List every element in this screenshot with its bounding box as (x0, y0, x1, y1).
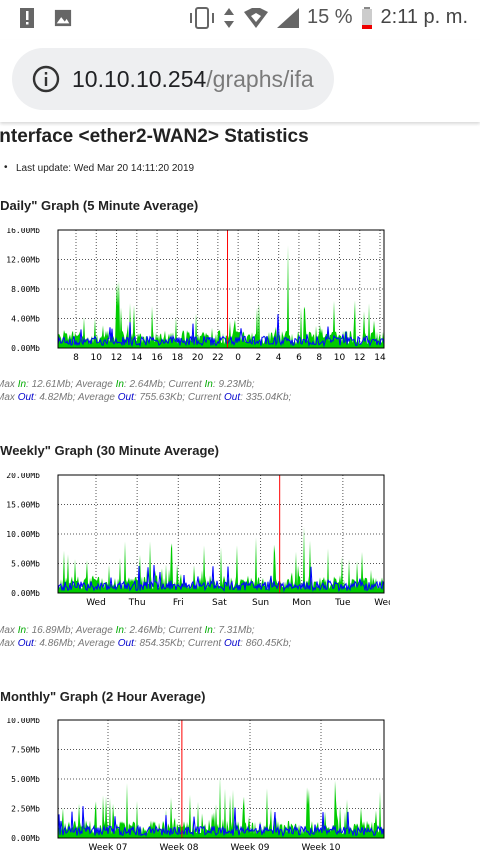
daily-stats-out: Max Out: 4.82Mb; Average Out: 755.63Kb; … (0, 392, 292, 403)
x-tick-label: Week 08 (160, 843, 199, 853)
last-update: Last update: Wed Mar 20 14:11:20 2019 (4, 162, 194, 174)
x-tick-label: Wed (374, 598, 390, 608)
x-tick-label: 22 (212, 353, 223, 363)
y-tick-label: 4.00Mb (11, 315, 40, 324)
y-tick-label: 7.50Mb (11, 746, 40, 755)
x-tick-label: Week 07 (89, 843, 128, 853)
x-tick-label: Thu (128, 598, 146, 608)
battery-icon (361, 6, 372, 29)
x-tick-label: 8 (73, 353, 79, 363)
x-tick-label: Week 10 (302, 843, 341, 853)
x-tick-label: 18 (172, 353, 184, 363)
weekly-stats-out: Max Out: 4.86Mb; Average Out: 854.35Kb; … (0, 638, 292, 649)
x-tick-label: 14 (131, 353, 143, 363)
battery-percent: 15 % (306, 6, 353, 28)
x-tick-label: 2 (256, 353, 262, 363)
url-text[interactable]: 10.10.10.254/graphs/ifa (72, 66, 314, 93)
x-tick-label: Week 09 (231, 843, 270, 853)
wifi-icon (243, 7, 268, 28)
signal-icon (276, 7, 299, 28)
y-tick-label: 10.00Mb (6, 718, 40, 725)
x-tick-label: Fri (173, 598, 184, 608)
y-tick-label: 5.00Mb (11, 775, 40, 784)
y-tick-label: 20.00Mb (6, 473, 40, 480)
daily-graph-title: "Daily" Graph (5 Minute Average) (0, 198, 199, 213)
y-tick-label: 0.00Mb (11, 834, 40, 843)
weekly-stats: Max In: 16.89Mb; Average In: 2.46Mb; Cur… (0, 624, 291, 650)
x-tick-label: 10 (91, 353, 103, 363)
weekly-stats-in: Max In: 16.89Mb; Average In: 2.46Mb; Cur… (0, 625, 255, 636)
browser-toolbar: 10.10.10.254/graphs/ifa (0, 40, 480, 122)
daily-stats-in: Max In: 12.61Mb; Average In: 2.64Mb; Cur… (0, 379, 255, 390)
page-title: Interface <ether2-WAN2> Statistics (0, 126, 309, 147)
y-tick-label: 10.00Mb (6, 530, 40, 539)
address-bar[interactable]: 10.10.10.254/graphs/ifa (12, 48, 334, 110)
status-bar: 15 % 2:11 p. m. (0, 0, 480, 36)
y-tick-label: 5.00Mb (11, 560, 40, 569)
alert-icon (20, 8, 34, 28)
x-tick-label: 6 (296, 353, 302, 363)
y-tick-label: 12.00Mb (6, 256, 40, 265)
x-tick-label: Mon (292, 598, 311, 608)
monthly-graph-title: "Monthly" Graph (2 Hour Average) (0, 689, 206, 704)
x-tick-label: 8 (316, 353, 322, 363)
y-tick-label: 2.50Mb (11, 805, 40, 814)
vibrate-icon (189, 6, 214, 29)
y-tick-label: 15.00Mb (6, 501, 40, 510)
x-tick-label: 20 (192, 353, 204, 363)
data-arrows-icon (223, 7, 234, 28)
x-tick-label: 14 (374, 353, 386, 363)
info-icon[interactable] (32, 65, 60, 93)
daily-graph: 16.00Mb 12.00Mb 8.00Mb 4.00Mb 0.00Mb 8 10 12 14 1… (6, 228, 386, 363)
url-path: /graphs/ifa (206, 65, 314, 92)
url-host: 10.10.10.254 (72, 65, 207, 92)
x-tick-label: 4 (276, 353, 282, 363)
x-tick-label: Sun (252, 598, 269, 608)
daily-stats: Max In: 12.61Mb; Average In: 2.64Mb; Cur… (0, 378, 291, 404)
outbound-traffic-line (57, 314, 385, 348)
outbound-traffic-line (57, 564, 385, 593)
x-tick-label: 12 (354, 353, 365, 363)
image-icon (54, 9, 72, 27)
y-tick-label: 8.00Mb (11, 285, 40, 294)
x-tick-label: Wed (86, 598, 106, 608)
x-tick-label: 0 (235, 353, 241, 363)
x-tick-label: 12 (111, 353, 122, 363)
y-tick-label: 0.00Mb (11, 589, 40, 598)
weekly-graph: 20.00Mb 15.00Mb 10.00Mb 5.00Mb 0.00Mb Wed Thu F… (6, 473, 390, 608)
outbound-traffic-line (57, 806, 385, 838)
clock: 2:11 p. m. (380, 6, 468, 28)
y-tick-label: 16.00Mb (6, 228, 40, 235)
monthly-graph: 10.00Mb 7.50Mb 5.00Mb 2.50Mb 0.00Mb Week 07 We… (6, 718, 385, 853)
x-tick-label: 10 (334, 353, 346, 363)
x-tick-label: Sat (212, 598, 227, 608)
weekly-graph-title: "Weekly" Graph (30 Minute Average) (0, 443, 219, 458)
y-tick-label: 0.00Mb (11, 344, 40, 353)
x-tick-label: Tue (334, 598, 351, 608)
x-tick-label: 16 (151, 353, 163, 363)
page-content: Interface <ether2-WAN2> Statistics Last … (0, 122, 480, 854)
